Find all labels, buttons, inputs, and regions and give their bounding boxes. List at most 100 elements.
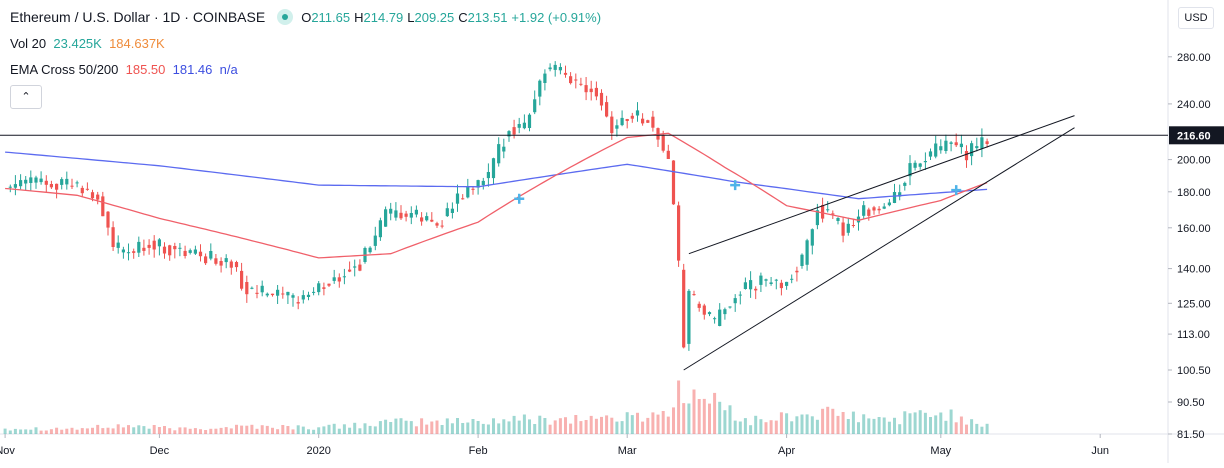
volume-bar <box>672 407 675 434</box>
change-value: +1.92 (+0.91%) <box>511 10 602 25</box>
candle-body <box>75 182 79 184</box>
candle-body <box>862 205 866 216</box>
candle-body <box>337 277 341 282</box>
candle-body <box>749 280 753 290</box>
price-axis-label: 180.00 <box>1177 187 1211 199</box>
volume-bar <box>142 426 146 434</box>
candle-body <box>533 99 537 113</box>
volume-bar <box>363 423 367 434</box>
candle-body <box>250 287 254 289</box>
volume-bar <box>769 420 773 434</box>
volume-legend[interactable]: Vol 20 23.425K 184.637K <box>10 36 165 52</box>
volume-bar <box>867 418 871 434</box>
volume-bar <box>882 417 886 434</box>
volume-bar <box>229 428 233 434</box>
candle-body <box>970 143 974 157</box>
candle-body <box>584 85 588 93</box>
volume-bar <box>235 424 238 434</box>
candle-body <box>142 247 146 251</box>
price-axis-label: 240.00 <box>1177 99 1211 111</box>
candle-body <box>641 118 645 124</box>
volume-bar <box>461 423 465 434</box>
candle-body <box>594 87 598 97</box>
volume-bar <box>913 412 917 434</box>
candle-body <box>378 220 382 238</box>
volume-bar <box>857 422 860 434</box>
candle-body <box>821 205 825 219</box>
candle-body <box>29 177 33 183</box>
candle-body <box>183 250 187 256</box>
candle-body <box>106 211 110 228</box>
ema-200-value: 181.46 <box>172 62 213 77</box>
volume-bar <box>625 412 629 434</box>
candle-body <box>579 83 583 85</box>
volume-bar <box>954 422 958 434</box>
ema-cross-legend[interactable]: EMA Cross 50/200 185.50 181.46 n/a <box>10 62 238 78</box>
volume-bar <box>841 412 845 434</box>
candle-body <box>188 250 192 253</box>
candle-body <box>605 102 609 117</box>
wedge-trendline <box>683 127 1075 371</box>
volume-bar <box>538 415 542 434</box>
volume-bar <box>8 430 12 434</box>
candle-body <box>147 244 151 248</box>
ema-cross-marker-icon <box>514 193 525 204</box>
volume-bar <box>317 427 321 434</box>
volume-bar <box>44 430 48 434</box>
volume-bar <box>24 429 28 434</box>
candle-body <box>461 198 465 200</box>
candle-body <box>527 114 532 128</box>
candle-body <box>450 208 454 213</box>
volume-bar <box>322 426 326 434</box>
volume-bar <box>271 427 274 434</box>
candle-body <box>563 72 568 75</box>
collapse-legend-button[interactable]: ⌃ <box>10 85 42 109</box>
candle-body <box>368 247 372 253</box>
volume-bar <box>301 426 305 434</box>
volume-bar <box>307 429 310 434</box>
candle-body <box>620 117 624 126</box>
volume-bar <box>183 427 187 434</box>
candle-body <box>198 251 203 257</box>
candle-body <box>867 209 871 216</box>
currency-label[interactable]: USD <box>1178 7 1214 29</box>
volume-bar <box>486 424 490 434</box>
ema-50-line <box>5 132 988 259</box>
price-axis-label: 113.00 <box>1177 329 1210 341</box>
volume-bar <box>147 428 151 434</box>
candle-body <box>810 229 814 246</box>
volume-bar <box>19 429 23 434</box>
candle-body <box>764 279 768 281</box>
candle-body <box>851 225 855 226</box>
candle-body <box>414 209 418 215</box>
volume-bar <box>404 420 408 434</box>
volume-bar <box>34 427 38 434</box>
candle-body <box>882 206 886 209</box>
volume-bar <box>137 425 141 434</box>
volume-bar <box>898 424 902 434</box>
candle-body <box>959 143 963 148</box>
volume-bar <box>332 423 336 434</box>
volume-bar <box>116 424 120 434</box>
volume-bar <box>589 415 593 434</box>
candle-body <box>630 115 634 119</box>
candle-body <box>204 256 208 264</box>
candle-body <box>39 178 43 183</box>
volume-bar <box>985 423 989 434</box>
symbol-title[interactable]: Ethereum / U.S. Dollar · 1D · COINBASE <box>10 9 266 25</box>
volume-bar <box>49 429 53 434</box>
volume-bar <box>163 426 166 434</box>
candle-body <box>70 185 74 187</box>
volume-bar <box>697 399 701 434</box>
candle-body <box>291 295 295 298</box>
volume-bar <box>743 418 747 434</box>
candle-body <box>728 306 732 308</box>
candle-body <box>13 184 17 188</box>
ohlc-values: O211.65 H214.79 L209.25 C213.51 +1.92 (+0.91… <box>301 10 602 25</box>
volume-bar <box>949 409 953 434</box>
candle-body <box>574 79 578 81</box>
candle-body <box>168 245 172 256</box>
candle-body <box>892 192 897 203</box>
